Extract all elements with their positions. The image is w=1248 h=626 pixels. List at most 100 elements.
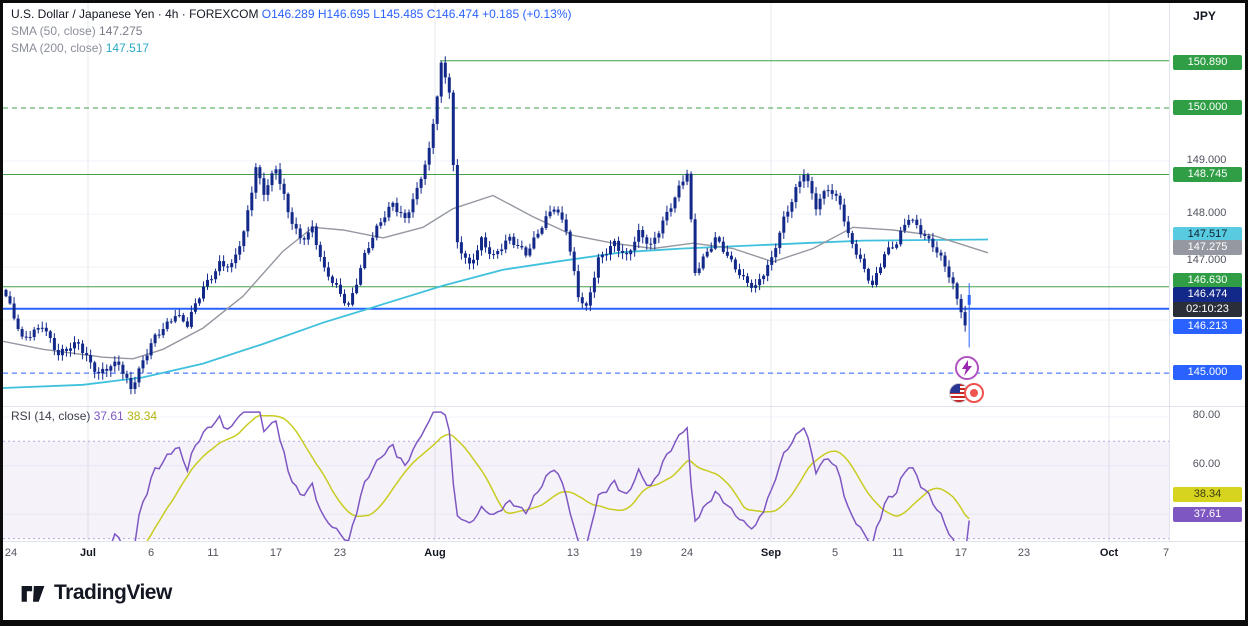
tradingview-logo-text: TradingView (54, 581, 172, 604)
candle-body (306, 232, 310, 240)
candle-body (592, 277, 596, 293)
time-axis-tick: 11 (892, 547, 904, 559)
price-axis[interactable]: JPY 149.000 148.000 147.000 80.00 60.00 150.8… (1169, 3, 1245, 541)
candle-body (117, 361, 121, 365)
symbol-legend[interactable]: U.S. Dollar / Japanese Yen · 4h · FOREXC… (11, 6, 572, 57)
candle-body (895, 244, 899, 248)
candle-body (681, 181, 685, 186)
last-price-value: 146.474 (1187, 288, 1228, 300)
candle-body (81, 343, 85, 353)
rsi-line (111, 411, 970, 541)
candle-body (343, 293, 346, 304)
rsi-legend-row[interactable]: RSI (14, close) 37.61 38.34 (11, 409, 157, 423)
candle-body (713, 237, 717, 249)
tradingview-logo[interactable]: TradingView (19, 579, 172, 607)
candle-body (335, 283, 338, 285)
ohlc-high-value: 146.695 (326, 7, 370, 21)
candle-body (705, 251, 709, 257)
time-axis-tick: 24 (680, 547, 694, 559)
candle-body (371, 237, 375, 249)
candle-body (322, 257, 326, 268)
rsi-pane[interactable]: RSI (14, close) 37.61 38.34 (3, 406, 1169, 541)
candle-body (459, 242, 463, 254)
time-axis-tick: 17 (269, 547, 283, 559)
candle-body (294, 223, 298, 229)
candle-body (613, 240, 616, 247)
alert-marker-icon[interactable] (955, 356, 979, 380)
candle-body (4, 289, 8, 297)
ohlc-low-label: L (373, 7, 380, 21)
candle-body (508, 236, 512, 241)
candle-body (883, 254, 886, 268)
candle-body (455, 165, 459, 243)
candle-body (621, 250, 625, 253)
candle-body (351, 293, 355, 305)
time-axis-tick: Jul (80, 547, 96, 559)
candle-body (250, 192, 254, 211)
candle-body (355, 284, 359, 294)
candle-body (564, 219, 568, 232)
ohlc-high-label: H (317, 7, 327, 21)
candle-body (838, 195, 842, 205)
symbol-title: U.S. Dollar / Japanese Yen · 4h · FOREXC… (11, 7, 259, 21)
symbol-title-row[interactable]: U.S. Dollar / Japanese Yen · 4h · FOREXC… (11, 6, 572, 23)
rsi-chart-canvas[interactable] (3, 407, 1169, 541)
candle-body (226, 266, 230, 268)
candle-body (254, 167, 258, 193)
candle-body (36, 328, 40, 330)
candle-body (407, 212, 411, 218)
candle-body (222, 261, 226, 267)
candle-body (605, 254, 608, 256)
price-chart-canvas[interactable] (3, 3, 1169, 406)
candle-body (951, 277, 955, 284)
candle-body (532, 237, 536, 249)
sma200-legend-row[interactable]: SMA (200, close) 147.517 (11, 40, 572, 57)
change-value: +0.185 (+0.13%) (482, 7, 572, 21)
candle-body (552, 209, 556, 212)
candle-body (512, 236, 516, 245)
sma200-line[interactable] (3, 238, 989, 389)
candle-body (399, 212, 403, 213)
rsi-ma-value: 38.34 (127, 409, 158, 423)
candle-body (758, 279, 762, 286)
candle-body (472, 259, 475, 264)
candle-body (278, 169, 282, 184)
time-axis[interactable]: 24 Jul 6 11 17 23 Aug 13 19 24 Sep 5 11 17 23 Oct 7 (3, 541, 1245, 567)
candles (4, 56, 971, 395)
economic-event-flags[interactable] (949, 383, 989, 405)
candle-body (959, 298, 963, 313)
candle-body (44, 327, 48, 332)
candle-body (818, 198, 822, 210)
candle-body (32, 329, 36, 337)
candle-body (802, 174, 806, 182)
candle-body (161, 329, 165, 336)
candle-body (447, 77, 451, 93)
candle-body (230, 263, 234, 268)
candle-body (572, 251, 576, 272)
candle-body (40, 327, 44, 329)
sma50-line[interactable] (3, 194, 989, 360)
candle-body (738, 269, 741, 276)
price-axis-label: 60.00 (1192, 458, 1221, 470)
candle-body (556, 209, 560, 213)
candle-body (214, 271, 218, 280)
candle-body (778, 232, 782, 248)
candle-body (339, 284, 342, 294)
candle-body (197, 298, 201, 304)
bar-countdown: 02:10:23 (1173, 302, 1242, 317)
candle-body (596, 257, 600, 278)
candle-body (689, 173, 693, 220)
candle-body (298, 228, 302, 239)
candle-body (419, 178, 423, 188)
sma50-legend-row[interactable]: SMA (50, close) 147.275 (11, 23, 572, 40)
candle-body (963, 312, 967, 326)
candle-body (721, 241, 725, 252)
candle-body (826, 190, 830, 192)
candle-body (600, 254, 604, 258)
tradingview-logo-icon (21, 586, 45, 602)
price-pane[interactable]: U.S. Dollar / Japanese Yen · 4h · FOREXC… (3, 3, 1169, 406)
candle-body (750, 282, 754, 288)
candle-body (633, 241, 637, 251)
candle-body (798, 181, 802, 187)
candle-body (403, 212, 407, 218)
